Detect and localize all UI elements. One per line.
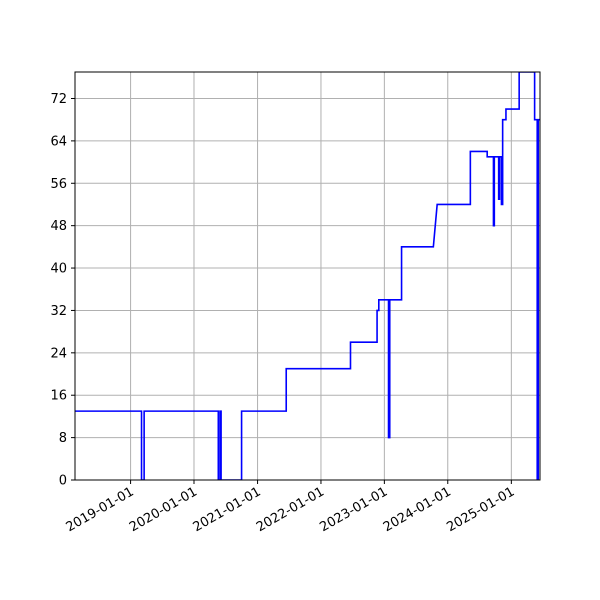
x-tick-label: 2020-01-01 xyxy=(127,484,200,535)
y-tick-label: 0 xyxy=(59,474,67,489)
y-tick-label: 24 xyxy=(50,346,67,361)
x-tick-label: 2019-01-01 xyxy=(64,484,137,535)
x-tick-label: 2021-01-01 xyxy=(191,484,264,535)
y-tick-label: 72 xyxy=(50,92,67,107)
y-tick-label: 64 xyxy=(50,134,67,149)
y-tick-label: 56 xyxy=(50,177,67,192)
x-tick-label: 2023-01-01 xyxy=(317,484,390,535)
y-tick-label: 32 xyxy=(50,304,67,319)
series-line xyxy=(75,72,540,480)
y-tick-label: 16 xyxy=(50,389,67,404)
plot-background xyxy=(75,72,540,480)
plot-frame xyxy=(74,71,541,481)
y-tick-label: 8 xyxy=(59,431,67,446)
y-axis: 0 8 16 24 32 40 48 56 64 72 xyxy=(50,92,75,489)
series-layer xyxy=(75,72,540,480)
x-tick-label: 2022-01-01 xyxy=(254,484,327,535)
grid xyxy=(75,72,540,481)
x-axis: 2019-01-012020-01-012021-01-012022-01-01… xyxy=(64,480,517,535)
x-tick-label: 2025-01-01 xyxy=(444,484,517,535)
y-tick-label: 40 xyxy=(50,262,67,277)
x-tick-label: 2024-01-01 xyxy=(381,484,454,535)
y-tick-label: 48 xyxy=(50,219,67,234)
